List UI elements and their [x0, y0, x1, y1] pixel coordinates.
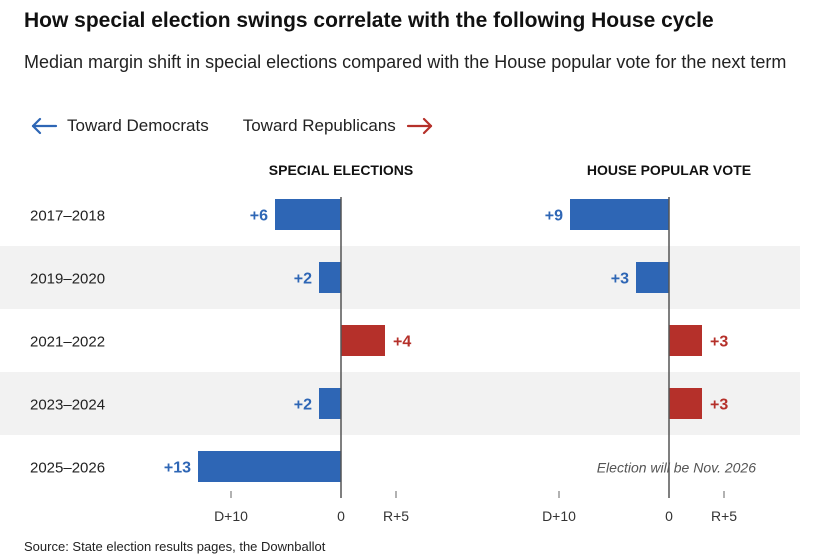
tick-label: D+10 [214, 508, 248, 524]
row-band [0, 246, 800, 309]
chart-subtitle: Median margin shift in special elections… [24, 52, 787, 72]
category-label: 2023–2024 [30, 397, 105, 414]
data-label: +3 [710, 334, 728, 351]
tick-label: R+5 [383, 508, 409, 524]
chart-title: How special election swings correlate wi… [24, 9, 714, 32]
legend-item-dem: Toward Democrats [30, 116, 209, 136]
data-label: +13 [164, 460, 191, 477]
bar [319, 262, 341, 293]
bar [341, 325, 385, 356]
category-label: 2017–2018 [30, 208, 105, 225]
category-label: 2025–2026 [30, 460, 105, 477]
bar [319, 388, 341, 419]
tick-label: 0 [665, 508, 673, 524]
bar [669, 325, 702, 356]
arrow-right-icon [406, 117, 432, 135]
legend-label-dem: Toward Democrats [67, 116, 209, 135]
tick-label: 0 [337, 508, 345, 524]
data-label: +2 [294, 271, 312, 288]
data-label: +4 [393, 334, 411, 351]
bar [275, 199, 341, 230]
bar [198, 451, 341, 482]
panel-note: Election will be Nov. 2026 [597, 460, 756, 476]
category-label: 2019–2020 [30, 271, 105, 288]
tick-label: D+10 [542, 508, 576, 524]
data-label: +3 [710, 397, 728, 414]
source-note: Source: State election results pages, th… [24, 539, 326, 554]
row-band [0, 372, 800, 435]
chart-area: 2017–2018 2019–2020 2021–2022 2023–2024 2025… [0, 162, 800, 524]
panel-title: HOUSE POPULAR VOTE [587, 162, 751, 178]
data-label: +2 [294, 397, 312, 414]
data-label: +3 [611, 271, 629, 288]
arrow-left-icon [31, 117, 58, 135]
data-label: +6 [250, 208, 268, 225]
legend-label-rep: Toward Republicans [242, 116, 396, 135]
bar [636, 262, 669, 293]
bar [669, 388, 702, 419]
category-label: 2021–2022 [30, 334, 105, 351]
legend-item-rep: Toward Republicans [243, 116, 434, 136]
legend: Toward Democrats Toward Republicans [30, 114, 434, 138]
tick-label: R+5 [711, 508, 737, 524]
bar [570, 199, 669, 230]
data-label: +9 [545, 208, 563, 225]
panel-title: SPECIAL ELECTIONS [269, 162, 413, 178]
